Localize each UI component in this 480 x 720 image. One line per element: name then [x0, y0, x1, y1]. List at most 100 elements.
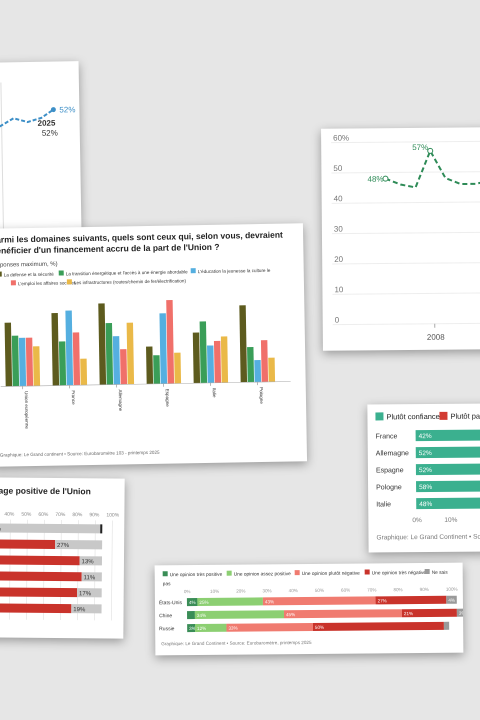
bar-value-label: 21%	[404, 611, 413, 616]
bar-value-label: 27%	[378, 598, 387, 603]
bar-segment	[197, 597, 263, 606]
bar-segment	[0, 539, 56, 549]
x-tick-label: 80%	[393, 587, 402, 592]
category-label: Chine	[159, 613, 172, 619]
x-tick-label: 40%	[4, 512, 15, 518]
year-label: 2025	[38, 119, 57, 128]
legend-label: Ne sais	[432, 570, 449, 576]
bar-value-label: 11%	[84, 575, 96, 581]
x-tick-label: 90%	[420, 587, 429, 592]
bar-value-label: 42%	[419, 433, 432, 440]
y-tick-label: 0	[335, 316, 340, 325]
legend-label: L'éducation la jeunesse la culture le	[198, 268, 271, 274]
legend-label: Plutôt confiance	[386, 412, 439, 421]
bar	[25, 337, 34, 387]
bar-value-label: 3%	[459, 611, 464, 616]
grid-line	[26, 519, 28, 620]
legend-swatch	[439, 411, 448, 420]
x-tick-label: 60%	[38, 512, 49, 518]
bar	[207, 345, 215, 383]
legend-label: Les infrastructures (routes/chemin de fe…	[74, 278, 187, 285]
grouped-bar-chart: armi les domaines suivants, quels sont c…	[0, 230, 291, 458]
bar	[98, 303, 107, 385]
legend-swatch	[0, 271, 2, 277]
axis-line	[0, 82, 4, 231]
chart-subtitle: éponses maximum, %)	[0, 262, 58, 269]
bar	[166, 299, 175, 384]
bar	[213, 340, 222, 383]
grid-line	[331, 231, 480, 235]
chart-source: Graphique: Le Grand Continent • Sour	[376, 534, 480, 542]
bar-segment	[187, 623, 196, 633]
bar-value-label: 33%	[228, 626, 237, 631]
bar	[268, 357, 276, 382]
bar-value-label: 50%	[315, 625, 324, 630]
y-tick-label: 20	[334, 255, 344, 264]
bar-segment	[401, 608, 457, 618]
bar	[51, 312, 60, 386]
opinion-bar-chart-card: Une opinion très positive Une opinion ass…	[154, 562, 464, 656]
x-tick-label: 40%	[289, 588, 298, 593]
bar-value-label: 27%	[57, 543, 70, 549]
bar-segment	[100, 524, 103, 534]
grid-line	[332, 292, 480, 295]
stacked-bar-chart-card-left: age positive de l'Union 40% 50% 60% 70% 80% 90…	[0, 477, 125, 639]
bar	[72, 332, 81, 386]
bar-value-label: 34%	[197, 613, 206, 618]
grid-line	[331, 201, 480, 204]
y-tick-label: 60%	[333, 134, 349, 143]
legend-swatch	[375, 412, 384, 421]
bar-segment	[446, 595, 457, 604]
legend-swatch	[364, 569, 370, 575]
bar	[220, 336, 229, 383]
y-tick-label: 30	[334, 225, 344, 234]
grid-line	[332, 322, 480, 326]
legend-label: La défense et la sécurité	[4, 272, 55, 278]
x-tick-label: 60%	[341, 588, 350, 593]
x-tick-label: 50%	[315, 588, 324, 593]
bar	[105, 323, 114, 385]
bar-segment	[456, 608, 464, 617]
bar	[192, 332, 201, 384]
bar	[415, 446, 480, 459]
category-label: États-Unis	[159, 599, 183, 606]
legend-swatch	[190, 268, 196, 274]
category-label: Russie	[159, 626, 175, 632]
y-tick-label: 50	[333, 164, 343, 173]
bar	[159, 313, 168, 384]
category-label: Italie	[376, 501, 391, 508]
grid-line	[111, 520, 113, 621]
stacked-bar-chart-left: age positive de l'Union 40% 50% 60% 70% 80% 90…	[0, 485, 120, 621]
bar-segment	[0, 523, 103, 534]
x-tick-label: 2008	[427, 333, 445, 342]
grid-line	[94, 520, 96, 621]
bar-value-label: 8%	[0, 526, 2, 532]
grid-line	[332, 262, 480, 265]
x-tick-label: 50%	[21, 512, 32, 518]
bar-segment	[71, 604, 102, 614]
bar-value-label: 43%	[265, 599, 274, 604]
bar	[247, 346, 255, 383]
x-tick-label: Italie	[212, 388, 217, 398]
bar	[120, 349, 128, 385]
bar-segment	[312, 621, 444, 631]
bar-value-label: 58%	[419, 484, 432, 491]
bar	[80, 358, 88, 386]
bar-segment	[0, 603, 72, 614]
bar	[112, 336, 121, 385]
grid-line	[9, 519, 11, 620]
chart-title-line-2: énéficier d'un financement accru de la p…	[0, 242, 220, 256]
line-chart-card-right: 60%5040302010020082048%57%	[321, 127, 480, 351]
legend-label: La transition énergétique et l'accès à u…	[66, 269, 188, 276]
bar	[58, 341, 67, 386]
bar-value-label: 4%	[189, 600, 196, 605]
bar-value-label: 19%	[73, 607, 86, 613]
bar-segment	[262, 596, 376, 606]
x-tick-label: 0%	[184, 589, 191, 594]
legend-label: Une opinion plutôt négative	[302, 571, 361, 578]
bar-segment	[194, 610, 285, 619]
x-tick-label: Espagne	[165, 389, 170, 408]
bar-segment	[55, 539, 103, 550]
x-axis	[0, 381, 291, 387]
x-tick-label: Union européenne	[24, 391, 30, 429]
